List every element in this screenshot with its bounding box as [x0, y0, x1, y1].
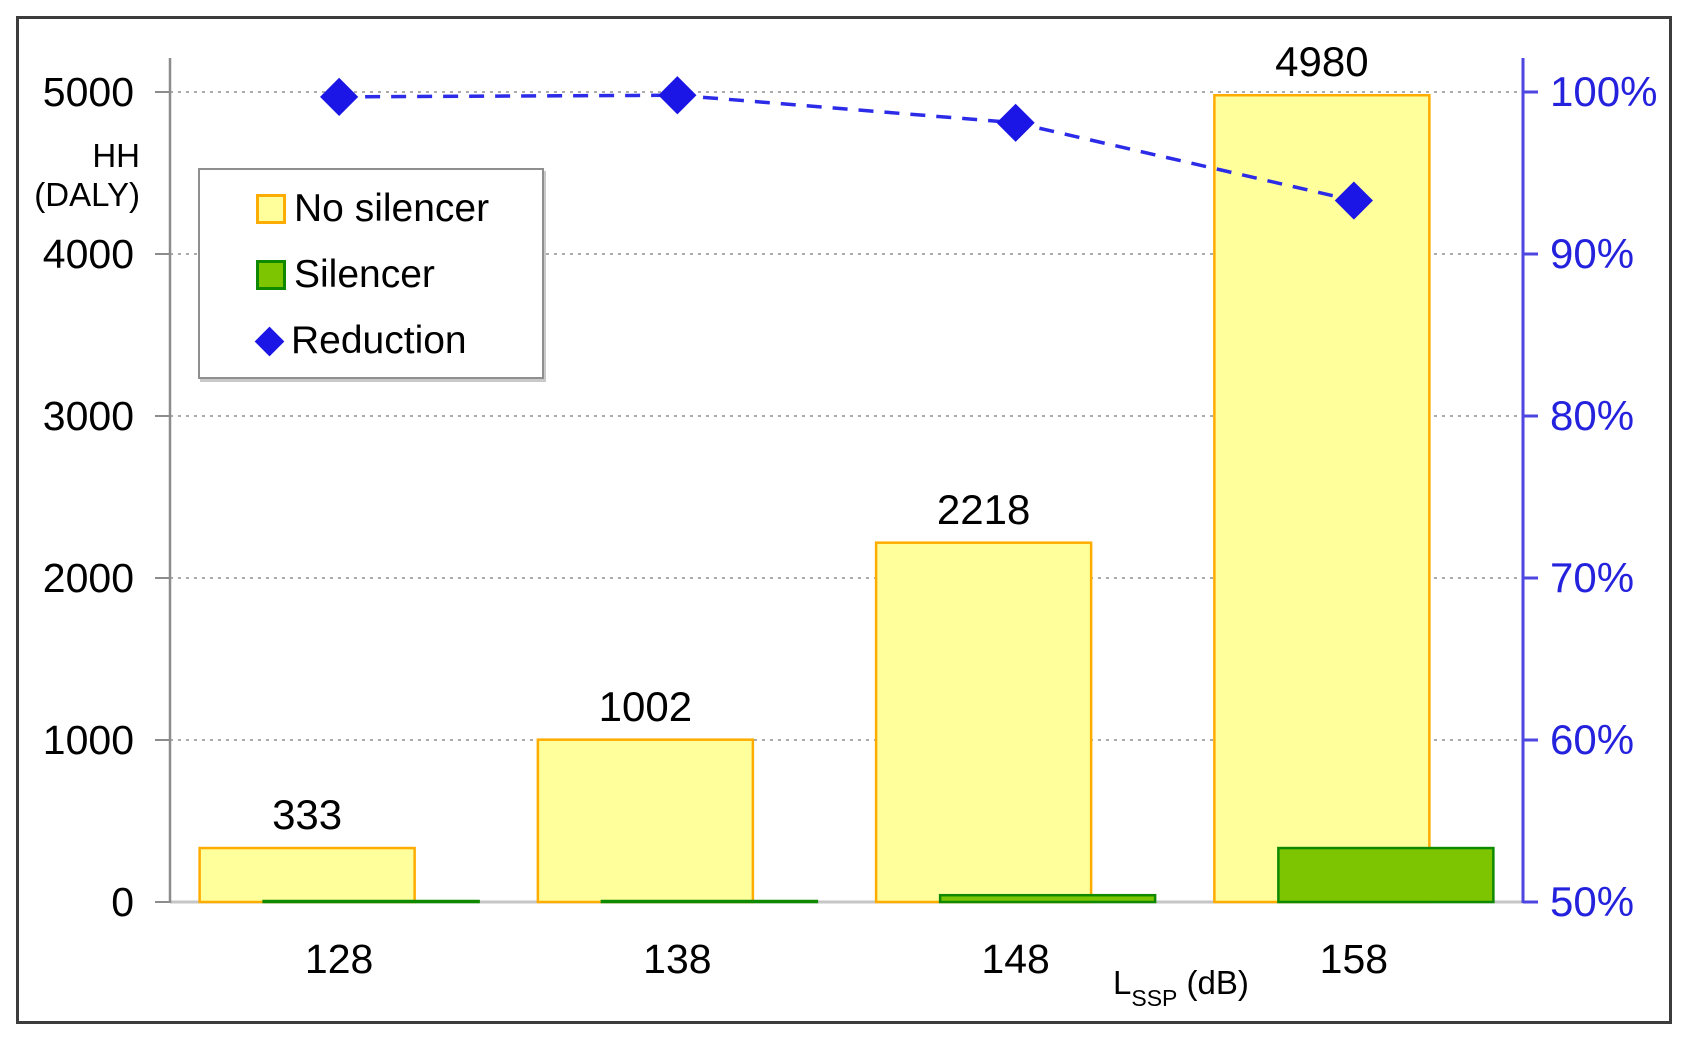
left-axis-title-line2: (DALY) [34, 176, 140, 213]
legend-item-reduction: Reduction [200, 308, 542, 374]
bar-no-silencer-148 [874, 541, 1093, 904]
reduction-line [339, 93, 1355, 203]
bar-no-silencer-138 [536, 738, 755, 904]
legend: No silencer Silencer Reduction [198, 168, 544, 379]
legend-item-no-silencer: No silencer [200, 176, 542, 242]
left-axis-title-line1: HH [92, 137, 140, 174]
reduction-swatch-icon [254, 326, 285, 356]
bar-no-silencer-128 [198, 846, 416, 904]
left-axis-title: HH (DALY) [20, 136, 140, 214]
marker-reduction-148 [996, 103, 1035, 142]
x-axis-title: LSSP (dB) [1113, 964, 1249, 1011]
legend-label-no-silencer: No silencer [294, 187, 490, 230]
legend-label-silencer: Silencer [294, 253, 435, 296]
silencer-swatch-icon [256, 260, 286, 290]
bar-no-silencer-158 [1213, 93, 1431, 904]
bar-silencer-128 [262, 899, 480, 904]
marker-reduction-138 [658, 76, 697, 115]
no-silencer-swatch-icon [256, 194, 286, 224]
marker-reduction-128 [320, 77, 359, 116]
x-axis-title-main: L [1113, 964, 1132, 1001]
marker-reduction-158 [1334, 181, 1373, 220]
legend-item-silencer: Silencer [200, 242, 542, 308]
bar-silencer-158 [1277, 846, 1495, 904]
x-axis-title-subscript: SSP [1131, 984, 1178, 1011]
x-axis-title-suffix: (dB) [1177, 964, 1249, 1001]
legend-label-reduction: Reduction [291, 319, 467, 362]
bar-silencer-148 [938, 893, 1157, 904]
bar-silencer-138 [600, 899, 819, 904]
